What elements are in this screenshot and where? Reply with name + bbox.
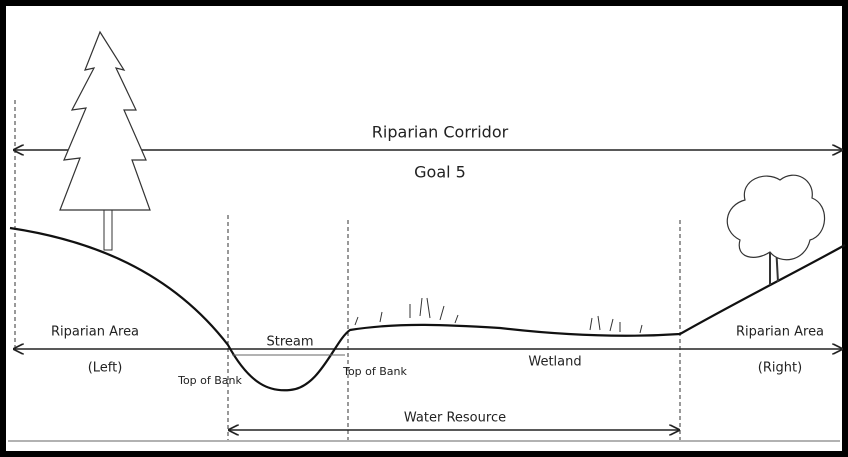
zone-label: Riparian Area bbox=[51, 325, 139, 340]
zone-label: Water Resource bbox=[404, 411, 506, 426]
ground-profile bbox=[9, 226, 846, 392]
conifer-tree bbox=[59, 30, 151, 251]
title: Riparian Corridor bbox=[372, 123, 509, 142]
zone-label: Riparian Area bbox=[736, 325, 824, 340]
zone-label: Wetland bbox=[528, 355, 581, 370]
deciduous-tree bbox=[726, 174, 826, 285]
zone-label: (Left) bbox=[88, 361, 123, 376]
subtitle: Goal 5 bbox=[414, 163, 466, 182]
zone-label: (Right) bbox=[758, 361, 802, 376]
bank-label: Top of Bank bbox=[177, 374, 242, 387]
zone-label: Stream bbox=[266, 335, 313, 350]
bank-label: Top of Bank bbox=[342, 365, 407, 378]
wetland-grass bbox=[354, 297, 643, 334]
